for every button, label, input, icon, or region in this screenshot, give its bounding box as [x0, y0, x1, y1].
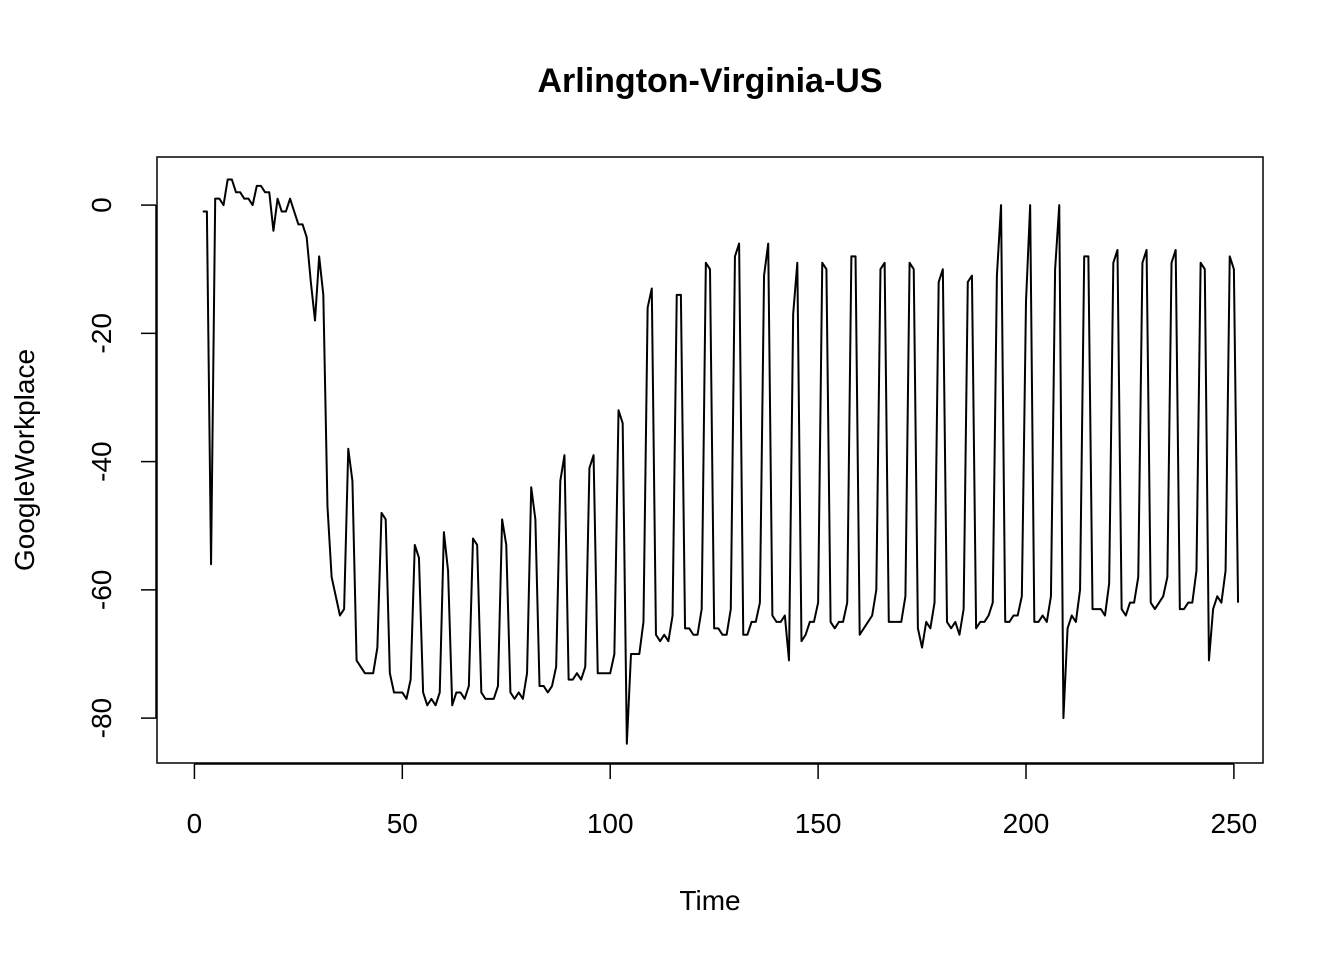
- x-tick-label: 150: [795, 808, 842, 839]
- y-axis: 0 -20 -40 -60 -80: [86, 197, 157, 738]
- x-axis-title: Time: [679, 885, 740, 916]
- x-tick-label: 50: [387, 808, 418, 839]
- y-tick-label: -80: [86, 698, 117, 738]
- y-axis-title: GoogleWorkplace: [9, 349, 40, 571]
- x-tick-label: 250: [1211, 808, 1258, 839]
- x-axis: 0 50 100 150 200 250: [187, 763, 1258, 839]
- series-line-googleworkplace: [202, 178, 1240, 745]
- y-tick-label: -60: [86, 570, 117, 610]
- plot-frame: [156, 156, 1264, 764]
- y-tick-label: -40: [86, 441, 117, 481]
- x-tick-label: 0: [187, 808, 203, 839]
- chart-title: Arlington-Virginia-US: [537, 62, 882, 100]
- y-tick-label: -20: [86, 313, 117, 353]
- x-tick-label: 100: [587, 808, 634, 839]
- y-tick-label: 0: [86, 197, 117, 213]
- x-tick-label: 200: [1003, 808, 1050, 839]
